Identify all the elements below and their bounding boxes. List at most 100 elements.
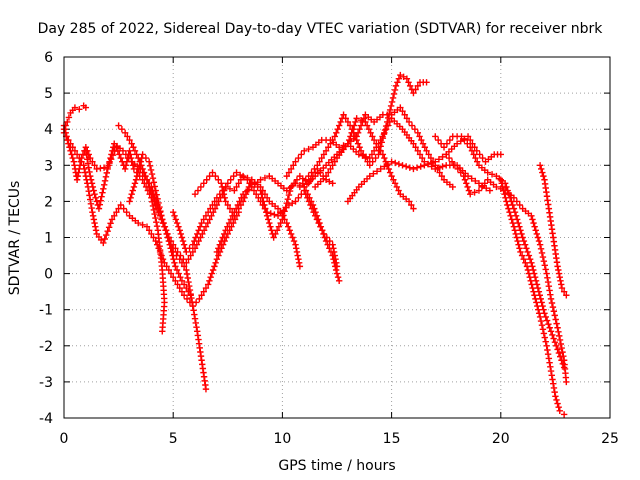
data-point [513, 198, 521, 205]
data-point [312, 209, 319, 216]
data-point [555, 328, 562, 336]
data-point [86, 192, 93, 199]
series-arc-5 [115, 122, 210, 393]
data-point [342, 115, 349, 122]
data-point [171, 212, 178, 220]
data-point [136, 162, 144, 169]
data-point [332, 263, 339, 270]
data-point [235, 180, 242, 187]
data-point [550, 308, 558, 315]
data-point [366, 162, 373, 169]
data-point [353, 133, 360, 140]
data-point [260, 198, 267, 205]
data-point [187, 252, 194, 259]
data-point [326, 178, 333, 185]
data-point [542, 266, 549, 273]
y-tick-label: 3 [44, 158, 53, 174]
data-point [145, 180, 152, 187]
data-point [546, 359, 553, 366]
data-point [172, 263, 179, 270]
data-point [478, 183, 486, 191]
data-point [180, 292, 188, 299]
data-point [443, 140, 451, 147]
data-point [215, 252, 222, 259]
data-point [153, 223, 161, 230]
data-point [304, 190, 311, 198]
data-point [353, 115, 360, 122]
data-point [556, 336, 564, 344]
data-point [147, 166, 155, 174]
data-point [484, 169, 491, 176]
data-point [399, 107, 406, 115]
data-point [208, 270, 216, 277]
data-point [92, 194, 99, 201]
data-point [104, 227, 111, 235]
data-point [267, 210, 274, 217]
data-point [294, 252, 301, 259]
data-point [183, 259, 190, 266]
grid-lines [64, 57, 610, 418]
data-point [525, 270, 533, 277]
data-point [308, 198, 315, 205]
y-tick-label: 1 [44, 231, 53, 247]
chart-title: Day 285 of 2022, Sidereal Day-to-day VTE… [38, 21, 604, 37]
data-point [299, 180, 306, 187]
data-point [427, 154, 435, 162]
data-point [516, 223, 523, 230]
data-point [293, 176, 301, 183]
data-point [224, 180, 231, 187]
y-tick-label: -1 [39, 303, 53, 319]
data-point [139, 221, 146, 229]
data-point [365, 126, 373, 133]
data-point [543, 342, 550, 349]
data-point [296, 263, 304, 270]
data-point [293, 245, 300, 252]
data-point [290, 162, 297, 169]
data-point [87, 176, 95, 183]
data-point [334, 126, 341, 133]
data-point [179, 237, 187, 245]
data-point [148, 170, 156, 178]
data-point [290, 237, 298, 245]
data-point [226, 185, 234, 192]
data-point [283, 219, 290, 227]
data-point [475, 180, 483, 187]
data-point [403, 115, 411, 122]
data-point [366, 154, 373, 162]
data-point [211, 198, 218, 205]
data-point [140, 169, 148, 176]
data-point [381, 163, 388, 170]
y-tick-label: 0 [44, 267, 53, 283]
data-point [414, 82, 422, 90]
data-point [76, 106, 83, 113]
data-point [84, 156, 91, 163]
data-point [158, 212, 165, 219]
data-point [107, 220, 114, 227]
data-point [359, 152, 366, 159]
data-point [186, 286, 194, 294]
data-point [207, 274, 214, 281]
data-point [190, 307, 197, 314]
data-point [388, 158, 395, 165]
data-point [543, 317, 551, 324]
data-point [177, 230, 185, 238]
data-point [83, 151, 90, 159]
data-point [224, 223, 231, 230]
data-point [475, 187, 483, 194]
data-point [524, 248, 531, 256]
data-point [327, 140, 334, 147]
data-point [535, 310, 543, 317]
data-point [531, 223, 538, 230]
data-point [544, 351, 552, 358]
data-point [369, 133, 376, 140]
data-point [145, 227, 153, 234]
data-point [180, 281, 188, 288]
data-point [536, 241, 544, 248]
data-point [386, 106, 394, 114]
data-point [231, 187, 238, 194]
data-point [405, 198, 413, 205]
data-point [89, 158, 96, 165]
data-point [268, 227, 275, 234]
data-point [180, 263, 188, 270]
data-point [170, 255, 177, 263]
